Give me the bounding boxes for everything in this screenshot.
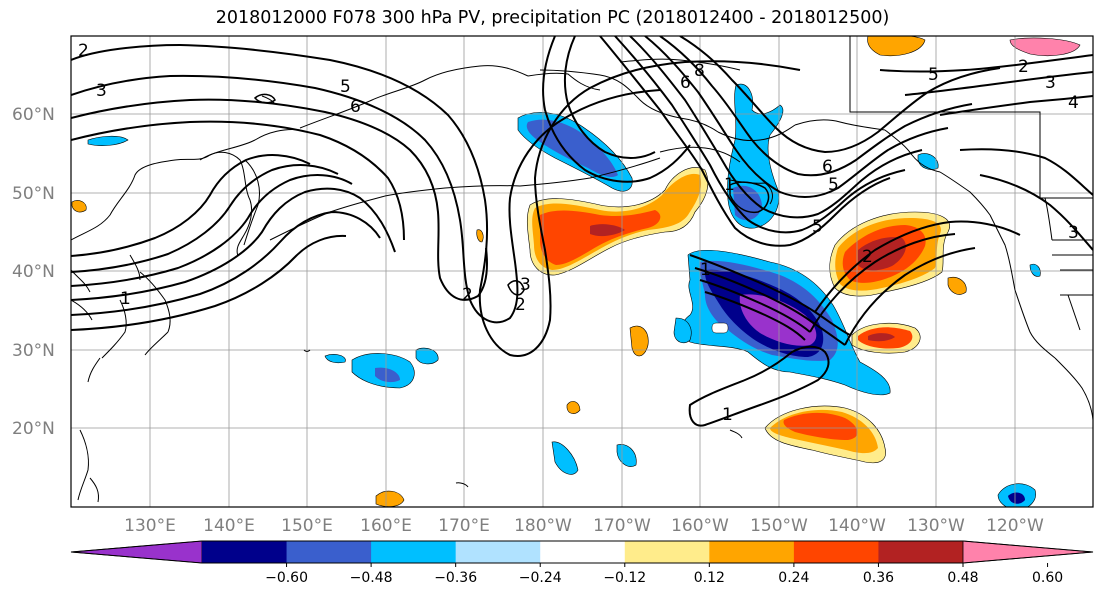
colorbar-box [286,541,372,563]
map-title: 2018012000 F078 300 hPa PV, precipitatio… [215,8,890,28]
neg-anomaly-japan-2 [375,367,400,383]
contour-label: 2 [462,285,473,305]
lat-label: 50°N [12,184,55,204]
lon-label: 150°E [281,516,333,536]
contour-label: 1 [120,289,131,309]
lon-label: 180°W [514,516,572,536]
contour-label: 3 [520,275,531,295]
contour-label: 2 [78,41,89,61]
neg-anomaly-small-6 [87,135,129,146]
contour-label: 5 [812,217,823,237]
lat-label: 30°N [12,341,55,361]
neg-anomaly-bering-2 [526,119,618,178]
contour-label: 3 [1045,73,1056,93]
contour-label: 5 [828,175,839,195]
colorbar-tick-label: 0.60 [1032,570,1063,586]
contour-label: 1 [724,175,735,195]
lat-labels: 60°N 50°N 40°N 30°N 20°N [12,105,55,439]
pv-contours [71,36,1093,427]
colorbar-tick-label: 0.24 [778,570,809,586]
colorbar: −0.60 −0.48 −0.36 −0.24 −0.12 0.12 0.24 0.36 0.4… [70,540,1094,586]
colorbar-box [709,541,795,563]
lon-label: 150°W [750,516,808,536]
pos-anomaly-small-7 [476,229,484,243]
lat-label: 20°N [12,419,55,439]
pos-anomaly-small-6 [71,200,87,213]
precip-shading [71,36,1081,507]
colorbar-tick-label: −0.36 [434,570,477,586]
contour-label: 3 [1068,223,1079,243]
colorbar-box [202,541,288,563]
colorbar-tick-label: −0.48 [350,570,393,586]
lon-label: 140°E [203,516,255,536]
colorbar-box [624,541,710,563]
colorbar-box [455,541,541,563]
pos-anomaly-ne-4 [858,237,906,271]
colorbar-tick-label: −0.60 [265,570,308,586]
contour-labels: 2 3 5 6 8 2 3 5 6 1 5 6 1 2 3 1 2 5 3 4 … [78,41,1079,425]
colorbar-box [371,541,457,563]
contour-label: 1 [700,260,711,280]
colorbar-tick-label: 0.12 [694,570,725,586]
colorbar-tick-label: −0.12 [603,570,646,586]
neg-anomaly-small-3 [324,354,346,364]
contour-label: 5 [340,77,351,97]
pos-anomaly-small-8 [1009,37,1081,56]
map-border [70,35,1094,508]
pos-anomaly-sub-6 [868,333,895,342]
contour-label: 2 [862,247,873,267]
lon-label: 130°W [907,516,965,536]
lat-label: 60°N [12,105,55,125]
map-content: 2 3 5 6 8 2 3 5 6 1 5 6 1 2 3 1 2 5 3 4 … [71,36,1093,507]
neg-anomaly-small-8 [1008,492,1025,504]
neg-anomaly-small-2 [415,347,439,365]
lat-label: 40°N [12,262,55,282]
lon-labels: 130°E 140°E 150°E 160°E 170°E 180°W 170°… [124,516,1044,536]
colorbar-outline [70,540,1094,564]
colorbar-extend-low [70,540,203,564]
contour-label: 2 [1018,57,1029,77]
neg-anomaly-small-white [711,322,729,334]
colorbar-tick-label: 0.36 [863,570,894,586]
contour-label: 5 [928,65,939,85]
pos-anomaly-small-1 [629,325,649,357]
pos-anomaly-jet-4 [590,224,625,237]
pos-anomaly-jet-3 [540,210,661,265]
pos-anomaly-small-2 [947,277,967,295]
neg-anomaly-small-4 [551,441,579,475]
pos-anomaly-small-5 [566,401,581,414]
colorbar-box [540,541,626,563]
lon-label: 170°W [593,516,651,536]
contour-label: 1 [722,405,733,425]
contour-label: 4 [1068,93,1079,113]
contour-label: 6 [350,97,361,117]
colorbar-extend-high [962,540,1094,564]
pos-anomaly-small-3 [867,36,926,57]
colorbar-box [878,541,964,563]
lon-label: 160°E [360,516,412,536]
colorbar-tick-label: −0.24 [519,570,562,586]
graticule [71,36,1093,507]
contour-label: 6 [822,157,833,177]
contour-label: 6 [680,73,691,93]
neg-anomaly-small-1 [673,317,692,344]
lon-label: 130°E [124,516,176,536]
lon-label: 160°W [671,516,729,536]
lon-label: 140°W [828,516,886,536]
lon-label: 170°E [438,516,490,536]
contour-label: 8 [694,61,705,81]
colorbar-tick-label: 0.48 [947,570,978,586]
contour-label: 2 [515,295,526,315]
pos-anomaly-sub-3 [783,412,858,440]
lon-label: 120°W [986,516,1044,536]
colorbar-box [793,541,879,563]
contour-label: 3 [96,81,107,101]
coastlines [71,36,1093,503]
